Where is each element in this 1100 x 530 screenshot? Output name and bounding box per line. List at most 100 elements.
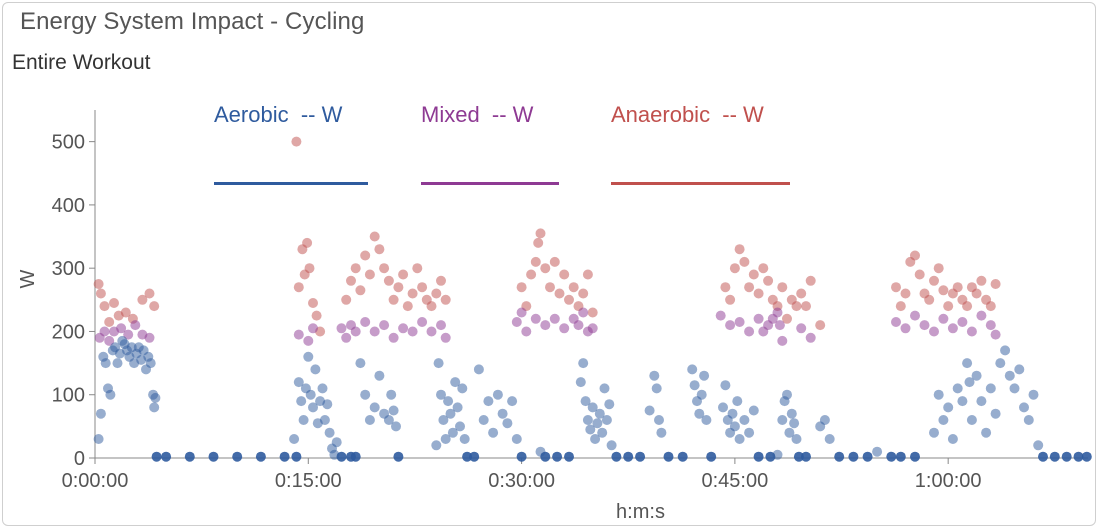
data-point-aerobic [1081,451,1092,462]
data-point-anaerobic [782,313,792,324]
data-point-mixed [530,313,541,324]
x-tick-label: 0:00:00 [62,470,129,492]
data-point-aerobic [848,451,859,462]
legend-mixed-label: Mixed -- W [421,102,534,127]
data-point-aerobic [331,437,342,448]
data-point-aerobic [511,434,522,444]
data-point-aerobic [488,427,499,438]
data-point-mixed [573,320,584,331]
data-point-aerobic [161,451,172,462]
data-point-aerobic [599,383,610,394]
data-point-aerobic [507,396,518,407]
y-tick-label: 300 [52,258,85,280]
data-point-aerobic [834,451,845,462]
data-point-mixed [308,323,318,334]
data-point-aerobic [753,451,764,462]
data-point-aerobic [317,383,328,394]
data-point-aerobic [1061,451,1072,462]
data-point-anaerobic [910,250,920,261]
data-point-aerobic [391,421,401,432]
data-point-aerobic [947,434,958,444]
data-point-anaerobic [398,269,409,280]
data-point-aerobic [575,377,586,388]
data-point-anaerobic [369,231,380,242]
data-point-aerobic [1049,451,1060,462]
scope-label[interactable]: Entire Workout [12,51,151,74]
data-point-anaerobic [530,256,541,267]
data-point-anaerobic [791,301,802,312]
data-point-mixed [938,313,949,324]
legend-anaerobic[interactable]: Anaerobic -- W [611,50,790,237]
data-point-aerobic [305,389,316,400]
data-point-aerobic [739,415,750,425]
data-point-mixed [919,320,930,331]
legend-mixed-underline [421,182,559,185]
data-point-mixed [369,326,380,337]
data-point-aerobic [966,415,977,425]
data-point-mixed [985,320,996,331]
data-point-anaerobic [99,301,110,312]
data-point-aerobic [93,434,104,444]
data-point-aerobic [952,383,963,394]
data-point-anaerobic [440,294,451,305]
data-point-anaerobic [308,298,318,308]
data-point-aerobic [976,396,987,407]
data-point-anaerobic [796,288,807,299]
data-point-mixed [734,317,745,327]
data-point-anaerobic [346,275,356,286]
data-point-aerobic [1028,389,1039,400]
data-point-aerobic [694,408,705,419]
data-point-aerobic [594,408,605,419]
data-point-anaerobic [540,263,551,274]
data-point-anaerobic [895,301,906,312]
data-point-mixed [774,320,785,331]
data-point-mixed [436,320,446,331]
data-point-anaerobic [355,285,366,296]
data-point-aerobic [443,396,454,407]
data-point-aerobic [303,351,314,362]
data-point-anaerobic [801,301,811,312]
data-point-anaerobic [914,269,925,280]
data-point-mixed [900,323,911,334]
data-point-aerobic [369,402,380,413]
x-tick-label: 1:00:00 [915,470,982,492]
data-point-aerobic [469,451,480,462]
data-point-anaerobic [402,301,413,312]
data-point-aerobic [438,415,449,425]
data-point-aerobic [654,415,664,425]
data-point-anaerobic [587,307,598,318]
data-point-aerobic [291,451,302,462]
data-point-anaerobic [426,301,437,312]
data-point-aerobic [933,389,944,400]
data-point-aerobic [289,434,300,444]
data-point-aerobic [440,434,451,444]
data-point-mixed [966,326,977,337]
y-axis-title: W [17,269,39,288]
data-point-aerobic [308,402,318,413]
data-point-aerobic [592,418,603,429]
data-point-aerobic [656,427,667,438]
data-point-aerobic [718,402,728,413]
data-point-aerobic [151,451,162,462]
data-point-anaerobic [417,282,428,293]
data-point-anaerobic [763,275,774,286]
data-point-anaerobic [291,136,302,147]
data-point-anaerobic [748,269,759,280]
data-point-mixed [559,323,570,334]
data-point-mixed [772,307,783,318]
data-point-anaerobic [554,288,565,299]
data-point-aerobic [732,396,743,407]
data-point-anaerobic [971,288,982,299]
legend-mixed[interactable]: Mixed -- W [421,50,559,237]
data-point-mixed [744,326,755,337]
data-point-mixed [521,326,532,337]
legend-aerobic[interactable]: Aerobic -- W [214,50,368,237]
data-point-aerobic [150,392,161,403]
data-point-aerobic [478,415,489,425]
data-point-aerobic [789,418,800,429]
data-point-aerobic [687,364,698,375]
data-point-aerobic [1023,415,1034,425]
data-point-aerobic [782,389,792,400]
data-point-aerobic [492,389,503,400]
data-point-aerobic [706,451,717,462]
